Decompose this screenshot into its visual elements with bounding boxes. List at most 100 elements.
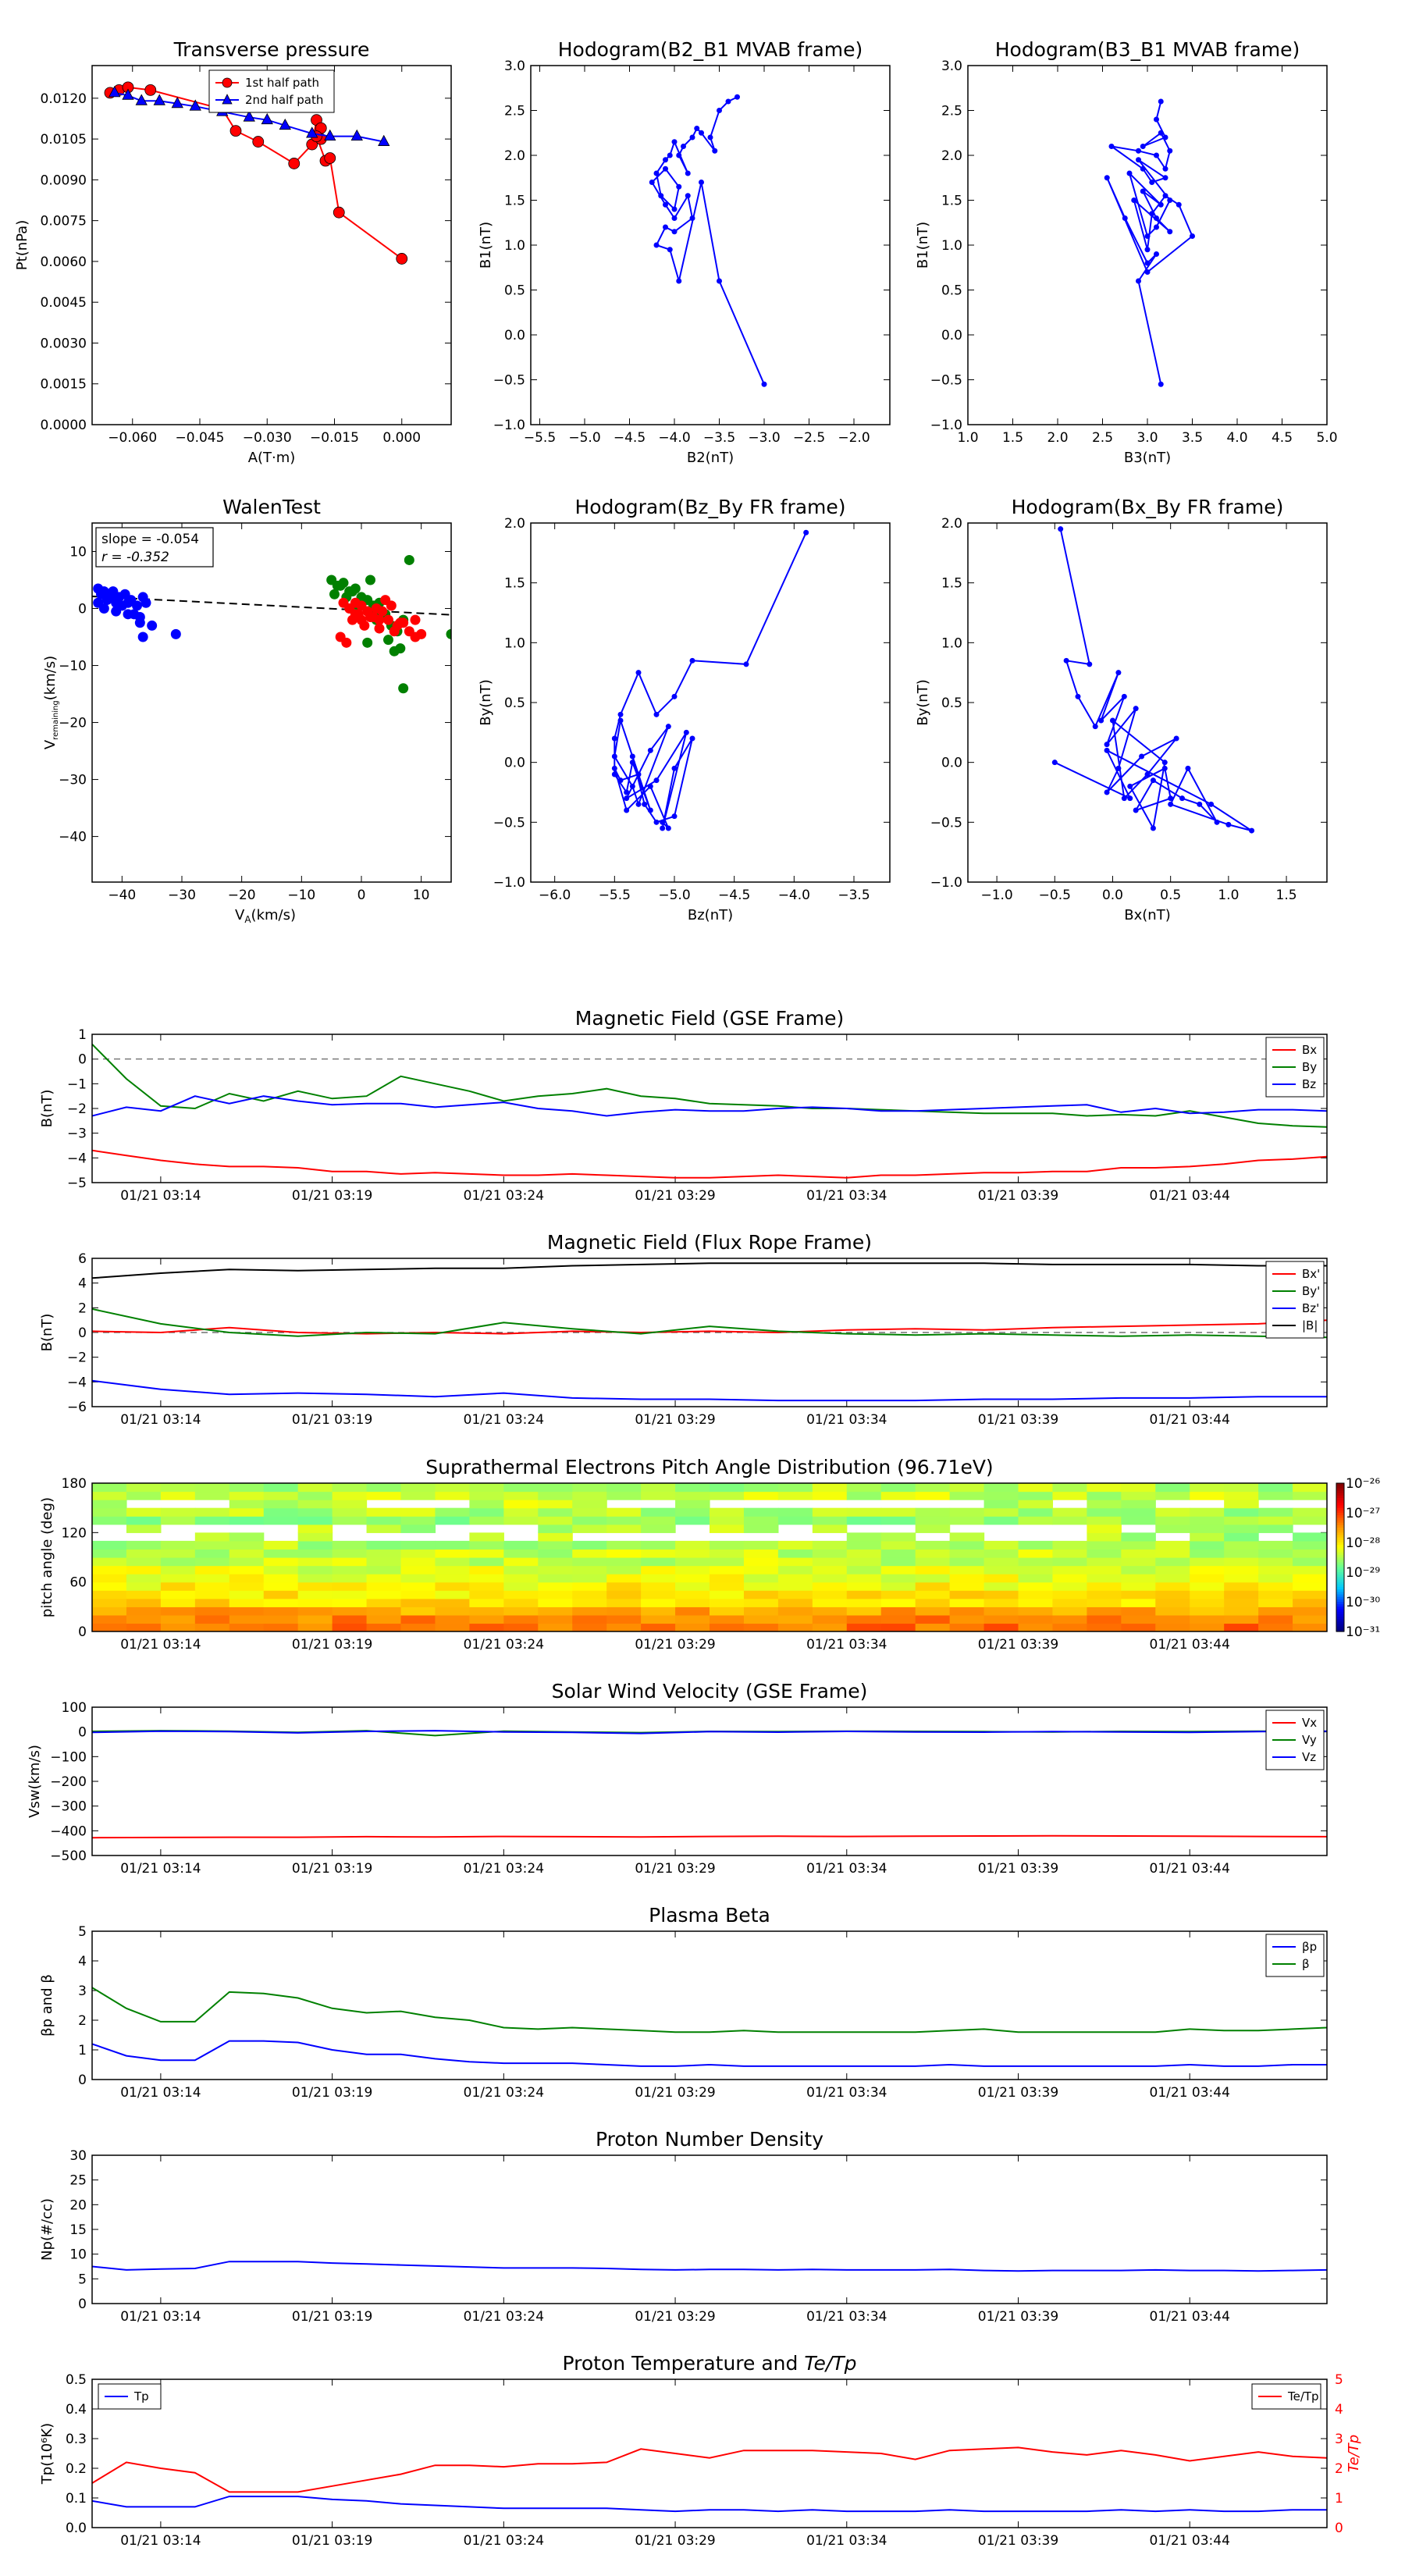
y-tick-label: 15 — [69, 2222, 87, 2238]
heatmap-cell — [92, 1500, 127, 1509]
chart-title: WalenTest — [222, 496, 321, 518]
colorbar-label: 10⁻²⁸ — [1346, 1535, 1380, 1551]
heatmap-cell — [984, 1590, 1019, 1599]
data-point — [1208, 801, 1215, 807]
heatmap-cell — [400, 1557, 436, 1567]
data-point — [335, 632, 346, 642]
heatmap-cell — [675, 1623, 710, 1631]
heatmap-cell — [332, 1590, 368, 1599]
data-point — [395, 617, 406, 628]
heatmap-cell — [1087, 1582, 1122, 1591]
colorbar-segment — [1336, 1537, 1344, 1541]
heatmap-cell — [743, 1557, 779, 1567]
data-point — [665, 724, 671, 730]
heatmap-cell — [777, 1516, 813, 1525]
heatmap-cell — [332, 1557, 368, 1567]
heatmap-cell — [126, 1516, 162, 1525]
heatmap-cell — [915, 1623, 951, 1631]
heatmap-cell — [538, 1524, 573, 1533]
heatmap-cell — [400, 1491, 436, 1500]
heatmap-cell — [297, 1540, 333, 1550]
y-tick-label: 2.0 — [941, 516, 962, 532]
heatmap-cell — [1018, 1507, 1054, 1517]
x-tick-label: 01/21 03:29 — [635, 1188, 715, 1204]
heatmap-cell — [1121, 1598, 1156, 1607]
heatmap-cell — [160, 1483, 196, 1493]
heatmap-cell — [263, 1623, 299, 1631]
heatmap-cell — [469, 1582, 504, 1591]
heatmap-cell — [229, 1623, 265, 1631]
y-tick-label: 0 — [78, 2073, 87, 2088]
heatmap-cell — [641, 1483, 676, 1493]
colorbar-segment — [1336, 1579, 1344, 1583]
series-line — [92, 2040, 1327, 2067]
heatmap-cell — [641, 1549, 676, 1558]
data-point — [660, 819, 666, 825]
x-tick-label: −2.5 — [793, 430, 825, 446]
heatmap-cell — [812, 1491, 848, 1500]
heatmap-cell — [1087, 1574, 1122, 1583]
heatmap-cell — [1293, 1507, 1327, 1517]
heatmap-cell — [1224, 1483, 1259, 1493]
series-line — [1054, 528, 1253, 832]
legend: βp β — [1265, 1934, 1325, 1977]
heatmap-cell — [263, 1614, 299, 1624]
data-point — [261, 112, 273, 125]
heatmap-cell — [1018, 1540, 1054, 1550]
legend-marker — [222, 77, 233, 88]
heatmap-cell — [606, 1516, 642, 1525]
data-point — [1158, 130, 1164, 136]
heatmap-cell — [503, 1557, 539, 1567]
chart-title: Magnetic Field (GSE Frame) — [575, 1007, 844, 1030]
x-tick-label: 01/21 03:24 — [464, 1861, 544, 1877]
colorbar-segment — [1336, 1545, 1344, 1548]
colorbar-label: 10⁻²⁶ — [1346, 1476, 1380, 1492]
heatmap-cell — [777, 1557, 813, 1567]
x-tick-label: 3.0 — [1136, 430, 1158, 446]
heatmap-cell — [572, 1623, 607, 1631]
heatmap-cell — [743, 1565, 779, 1574]
heatmap-cell — [846, 1507, 882, 1517]
heatmap-cell — [229, 1582, 265, 1591]
data-point — [611, 735, 617, 742]
heatmap-cell — [743, 1516, 779, 1525]
heatmap-cell — [743, 1614, 779, 1624]
y-tick-label: 0.0 — [504, 328, 525, 343]
data-point — [324, 129, 336, 141]
data-point — [1154, 251, 1159, 257]
heatmap-cell — [1224, 1532, 1259, 1542]
heatmap-cell — [400, 1483, 436, 1493]
data-point — [153, 94, 165, 105]
legend-label: Bx — [1302, 1043, 1317, 1057]
heatmap-cell — [229, 1590, 265, 1599]
colorbar-segment — [1336, 1483, 1344, 1486]
data-point — [611, 771, 617, 777]
data-point — [306, 126, 318, 138]
heatmap-cell — [1121, 1491, 1156, 1500]
heatmap-cell — [1052, 1606, 1087, 1616]
data-point — [1185, 765, 1191, 771]
heatmap-cell — [1190, 1507, 1225, 1517]
y-axis-label: Pt(nPa) — [14, 220, 30, 270]
data-point — [324, 152, 336, 164]
data-point — [803, 529, 809, 535]
heatmap-cell — [984, 1565, 1019, 1574]
y-tick-label: 0.5 — [66, 2372, 87, 2388]
heatmap-cell — [332, 1582, 368, 1591]
data-point — [665, 825, 671, 831]
heatmap-cell — [1087, 1590, 1122, 1599]
heatmap-cell — [846, 1590, 882, 1599]
data-point — [1104, 789, 1110, 795]
heatmap-cell — [366, 1491, 402, 1500]
axes-frame — [967, 65, 1328, 425]
legend-label: Vz — [1302, 1750, 1316, 1764]
heatmap-cell — [675, 1483, 710, 1493]
heatmap-cell — [984, 1606, 1019, 1616]
heatmap-cell — [1190, 1540, 1225, 1550]
heatmap-cell — [297, 1598, 333, 1607]
y-tick-label: 2.5 — [941, 104, 962, 119]
heatmap-cell — [710, 1491, 745, 1500]
y-tick-label: 0.1 — [66, 2491, 87, 2507]
heatmap-cell — [1121, 1574, 1156, 1583]
heatmap-cell — [1018, 1500, 1054, 1509]
